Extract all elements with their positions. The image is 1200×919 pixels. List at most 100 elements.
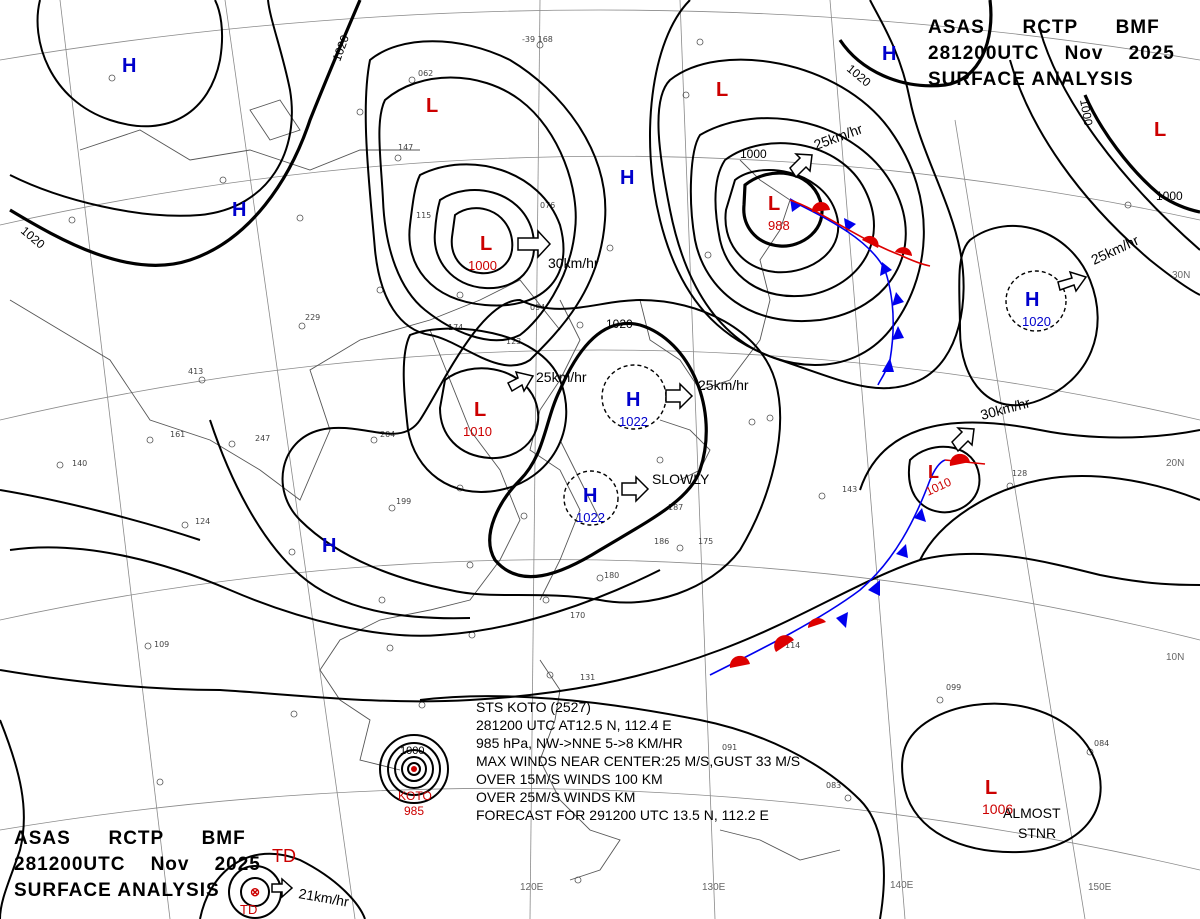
typhoon-info-line: FORECAST FOR 291200 UTC 13.5 N, 112.2 E (476, 807, 769, 823)
isobar (649, 0, 965, 390)
station-value: 091 (722, 743, 737, 752)
station-value: 204 (380, 430, 395, 439)
high-center-value: 1022 (576, 510, 605, 525)
high-center: H (122, 55, 136, 77)
high-center: H (322, 535, 336, 557)
isobar (378, 76, 577, 342)
low-center: L (716, 79, 728, 101)
low-center: L (1154, 119, 1166, 141)
isobar (1083, 94, 1200, 214)
station-value: -39 168 (522, 35, 553, 44)
fronts (709, 198, 986, 676)
isobar (742, 171, 824, 248)
station-value: 140 (72, 459, 87, 468)
station-value: 128 (1012, 469, 1027, 478)
isobar (958, 224, 1099, 407)
isobar-label: 1000 (1077, 98, 1095, 127)
isobar (281, 298, 782, 604)
grid-labels: 30N 20N 10N 120E 130E 140E 150E (520, 270, 1190, 893)
typhoon-info-block: STS KOTO (2527) 281200 UTC AT12.5 N, 112… (476, 698, 836, 824)
station-value: 076 (540, 201, 555, 210)
station-value: 413 (188, 367, 203, 376)
lat-label: 10N (1166, 652, 1184, 663)
isobar (408, 163, 565, 307)
isobar-label: 1000 (740, 147, 767, 161)
isobar (433, 189, 535, 290)
station-value: 094 (530, 303, 545, 312)
isobar-label: 1020 (330, 33, 352, 63)
low-center: L (480, 233, 492, 255)
movement-label: 30km/hr (979, 394, 1032, 423)
isobar (859, 421, 1200, 491)
lon-label: 140E (890, 880, 914, 891)
movement-label: 30km/hr (548, 255, 599, 271)
low-center: L (426, 95, 438, 117)
movement-label: 25km/hr (698, 377, 749, 393)
isobar-label: 1020 (844, 62, 874, 90)
low-center-value: 1010 (463, 424, 492, 439)
station-value: 186 (654, 537, 669, 546)
movement-label: 25km/hr (812, 120, 865, 152)
typhoon-info-line: OVER 25M/S WINDS KM (476, 789, 636, 805)
isobar (438, 367, 540, 460)
stationary-front (709, 459, 946, 676)
header-line-2: 281200UTC Nov 2025 (14, 854, 261, 875)
typhoon-info-line: MAX WINDS NEAR CENTER:25 M/S,GUST 33 M/S (476, 753, 801, 769)
station-value: 175 (698, 537, 713, 546)
td-center-label: TD (240, 902, 257, 917)
isobar (901, 702, 1102, 854)
isobar-label: 1020 (606, 317, 633, 331)
station-value: 180 (604, 571, 619, 580)
isobar (9, 546, 661, 637)
dashed-highs (563, 270, 1067, 526)
isobar (0, 489, 201, 541)
station-value: 143 (842, 485, 857, 494)
isobar (0, 552, 1200, 703)
typhoon-info-line: STS KOTO (2527) (476, 699, 591, 715)
almost-stnr-line2: STNR (1018, 825, 1056, 841)
station-value: 229 (305, 313, 320, 322)
station-value: 062 (418, 69, 433, 78)
td-center-symbol: ⊗ (250, 885, 260, 899)
high-center: H (882, 43, 896, 65)
station-value: 109 (154, 640, 169, 649)
typhoon-info-line: 281200 UTC AT12.5 N, 112.4 E (476, 717, 672, 733)
lat-label: 20N (1166, 458, 1184, 469)
isobar (1039, 29, 1200, 251)
low-center-value: 1000 (468, 258, 497, 273)
isobar (907, 445, 981, 514)
station-value: 124 (195, 517, 210, 526)
isobar (364, 40, 607, 367)
koto-name: KOTO (398, 789, 432, 803)
low-center-value: 1006 (982, 801, 1013, 817)
header-line-1: ASAS RCTP BMF (14, 828, 246, 849)
isobar (9, 0, 293, 217)
isobar (0, 719, 25, 919)
movement-label: 25km/hr (1089, 232, 1142, 268)
koto-isobar-label: 1000 (400, 745, 424, 757)
isobar (919, 475, 1200, 561)
station-plots: -39 168 062 147 115 076 174 413 161 247 … (56, 35, 1132, 884)
map-header-top-right: ASAS RCTP BMF 281200UTC Nov 2025 SURFACE… (928, 15, 1175, 93)
low-center: L (474, 399, 486, 421)
low-center: L (928, 462, 939, 482)
lon-label: 130E (702, 882, 726, 893)
isobar (450, 207, 514, 275)
station-circles (56, 38, 1132, 884)
isobar (714, 142, 875, 298)
high-center: H (620, 167, 634, 189)
almost-stnr-line1: ALMOST (1003, 805, 1061, 821)
station-value: 199 (396, 497, 411, 506)
cold-front (789, 199, 895, 386)
high-center: H (583, 485, 597, 507)
warm-front (789, 199, 931, 267)
high-center-value: 1022 (619, 414, 648, 429)
isobar (657, 58, 925, 366)
high-center: H (626, 389, 640, 411)
movement-arrows (271, 153, 1088, 899)
station-value: 174 (448, 323, 463, 332)
lon-label: 120E (520, 882, 544, 893)
isobar (36, 0, 224, 128)
